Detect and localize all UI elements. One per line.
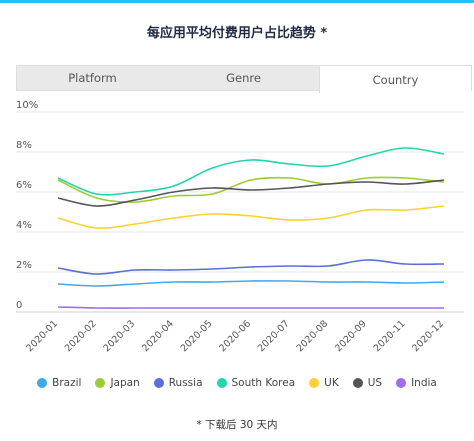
chart-legend: Brazil Japan Russia South Korea UK US India — [0, 377, 474, 389]
tab-country[interactable]: Country — [319, 65, 471, 93]
series-line-south-korea — [57, 147, 445, 196]
y-tick-label: 6% — [16, 180, 32, 191]
x-tick-label: 2020-08 — [294, 318, 330, 354]
series-line-russia — [57, 259, 445, 275]
top-accent-bar — [0, 0, 474, 3]
x-tick-label: 2020-06 — [217, 318, 253, 354]
legend-dot-icon — [216, 378, 227, 388]
y-tick-label: 8% — [16, 140, 32, 151]
series-line-india — [57, 306, 444, 309]
chart-title: 每应用平均付费用户占比趋势 * — [146, 26, 328, 41]
legend-item-us[interactable]: US — [352, 377, 383, 389]
series-line-us — [57, 179, 445, 207]
legend-item-japan[interactable]: Japan — [95, 377, 140, 389]
y-tick-label: 4% — [16, 220, 32, 231]
y-tick-label: 10% — [16, 100, 38, 111]
x-tick-label: 2020-05 — [179, 318, 215, 354]
x-tick-label: 2020-12 — [410, 318, 446, 354]
legend-item-brazil[interactable]: Brazil — [37, 377, 81, 389]
x-tick-label: 2020-03 — [101, 318, 137, 354]
legend-label: Brazil — [52, 377, 82, 389]
legend-label: US — [367, 377, 383, 389]
y-tick-label: 2% — [16, 260, 32, 271]
legend-dot-icon — [153, 378, 164, 388]
legend-dot-icon — [396, 378, 407, 388]
x-tick-label: 2020-01 — [24, 318, 60, 354]
legend-item-uk[interactable]: UK — [309, 377, 339, 389]
x-tick-label: 2020-02 — [63, 318, 99, 354]
y-tick-label: 0 — [16, 300, 22, 311]
legend-label: India — [411, 377, 437, 389]
x-tick-label: 2020-09 — [333, 318, 369, 354]
series-line-uk — [57, 205, 445, 229]
series-line-brazil — [57, 280, 445, 287]
x-tick-label: 2020-04 — [140, 318, 176, 354]
legend-dot-icon — [37, 378, 48, 388]
x-tick-label: 2020-07 — [256, 318, 292, 354]
legend-item-russia[interactable]: Russia — [153, 377, 203, 389]
legend-dot-icon — [95, 378, 106, 388]
legend-label: Japan — [110, 377, 140, 389]
legend-dot-icon — [309, 378, 320, 388]
tab-platform[interactable]: Platform — [68, 71, 117, 85]
tab-bar: Platform Genre Country — [16, 65, 472, 93]
tab-genre[interactable]: Genre — [226, 71, 261, 85]
legend-label: Russia — [168, 377, 203, 389]
legend-item-india[interactable]: India — [396, 377, 437, 389]
footnote: * 下载后 30 天内 — [196, 419, 278, 431]
legend-label: UK — [324, 377, 339, 389]
legend-label: South Korea — [231, 377, 296, 389]
x-tick-label: 2020-11 — [372, 318, 408, 354]
legend-dot-icon — [352, 378, 363, 388]
legend-item-south-korea[interactable]: South Korea — [216, 377, 296, 389]
